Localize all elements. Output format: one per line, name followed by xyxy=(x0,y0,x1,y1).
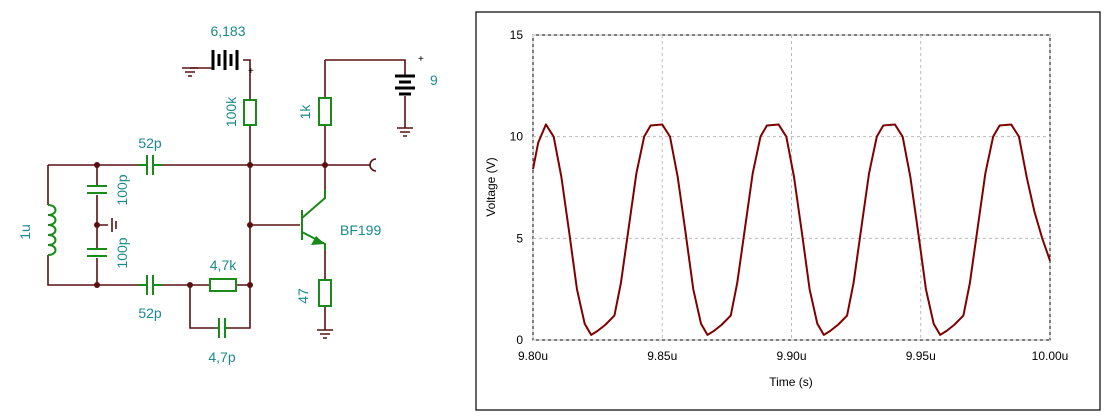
schematic: + + 6,183 9 100k 1k 52p 100p 100p 1u BF19… xyxy=(17,23,438,365)
label: 100k xyxy=(223,96,239,127)
label: 4,7k xyxy=(210,257,237,273)
svg-text:+: + xyxy=(418,54,424,65)
x-tick-label: 9.90u xyxy=(776,349,806,363)
x-axis-label: Time (s) xyxy=(769,375,813,389)
label: 100p xyxy=(114,174,130,205)
x-tick-label: 9.95u xyxy=(906,349,936,363)
x-tick-label: 9.85u xyxy=(647,349,677,363)
label: 1u xyxy=(17,224,33,240)
label: 52p xyxy=(138,305,162,321)
label: 100p xyxy=(114,237,130,268)
y-tick-label: 10 xyxy=(510,130,524,144)
svg-text:+: + xyxy=(248,66,254,77)
label: 52p xyxy=(138,135,162,151)
y-tick-label: 15 xyxy=(510,28,524,42)
label: 4,7p xyxy=(208,349,235,365)
label: 9 xyxy=(430,72,438,88)
label: 47 xyxy=(295,288,311,304)
label: 6,183 xyxy=(210,23,245,39)
label: BF199 xyxy=(340,222,381,238)
x-tick-label: 9.80u xyxy=(518,349,548,363)
label: 1k xyxy=(297,104,313,120)
series-line xyxy=(532,123,1051,336)
y-axis-label: Voltage (V) xyxy=(484,157,498,216)
y-tick-label: 0 xyxy=(516,333,523,347)
y-tick-label: 5 xyxy=(516,231,523,245)
chart-frame xyxy=(475,11,1101,411)
x-tick-label: 10.00u xyxy=(1032,349,1069,363)
